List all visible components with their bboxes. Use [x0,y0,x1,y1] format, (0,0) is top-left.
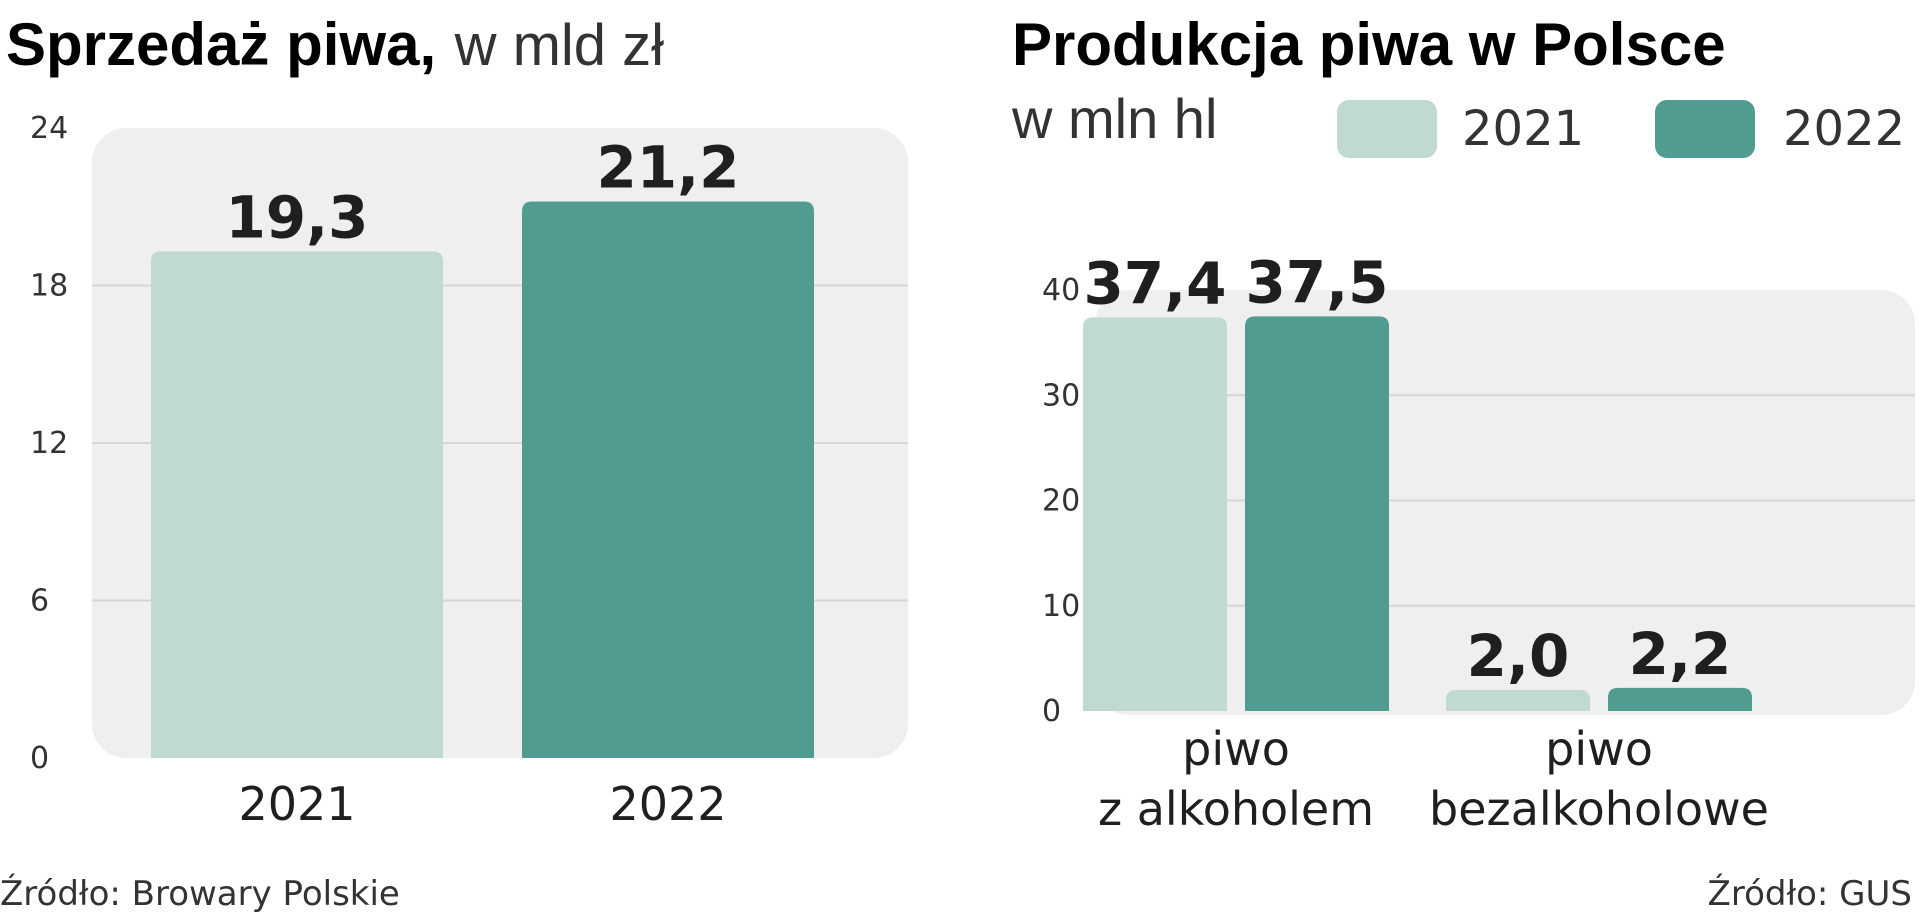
sales-chart-title: Sprzedaż piwa, [6,11,436,78]
sales-y-tick: 0 [30,741,49,776]
production-chart: Produkcja piwa w Polsce w mln hl 2021 20… [1011,11,1915,914]
production-y-axis: 0 10 20 30 40 [1042,273,1080,729]
sales-bar-2022 [522,201,814,758]
legend-swatch-2021 [1337,100,1437,158]
production-x-label: piwo [1182,722,1290,776]
sales-x-label: 2022 [609,777,726,831]
sales-y-tick: 6 [30,584,49,619]
production-y-tick: 30 [1042,378,1080,413]
production-x-label: z alkoholem [1098,782,1374,836]
legend-label-2022: 2022 [1783,101,1905,157]
production-bar-2022 [1608,687,1752,711]
production-data-label: 2,0 [1467,622,1570,690]
sales-chart-subtitle: w mld zł [454,13,665,78]
sales-bars [151,201,814,758]
production-x-axis: piwo z alkoholem piwo bezalkoholowe [1098,722,1769,836]
production-legend: 2021 2022 [1337,100,1905,158]
production-chart-title: Produkcja piwa w Polsce [1012,11,1726,78]
production-x-label: piwo [1545,722,1653,776]
sales-data-labels: 19,3 21,2 [225,134,739,252]
sales-bar-2021 [151,251,443,758]
svg-text:Sprzedaż piwa, w mld zł: Sprzedaż piwa, w mld zł [6,11,664,78]
sales-data-label: 19,3 [225,183,368,251]
sales-x-label: 2021 [238,777,355,831]
production-data-labels: 37,4 2,0 37,5 2,2 [1083,248,1731,690]
production-bar-2022 [1245,316,1389,711]
production-data-label: 37,4 [1083,249,1226,317]
sales-y-tick: 18 [30,269,68,304]
sales-y-axis: 0 6 12 18 24 [30,111,68,776]
production-y-tick: 20 [1042,484,1080,519]
production-data-label: 37,5 [1245,248,1388,316]
production-bars [1083,316,1752,711]
production-y-tick: 40 [1042,273,1080,308]
sales-x-axis: 2021 2022 [238,777,726,831]
sales-y-tick: 24 [30,111,68,146]
sales-source: Źródło: Browary Polskie [0,873,400,914]
legend-label-2021: 2021 [1462,101,1584,157]
production-grid [1095,394,1915,607]
production-bar-2021 [1083,317,1227,711]
production-y-tick: 10 [1042,589,1080,624]
sales-y-tick: 12 [30,426,68,461]
sales-chart: Sprzedaż piwa, w mld zł 0 6 12 18 24 19,3 21,… [0,11,908,914]
legend-swatch-2022 [1655,100,1755,158]
production-source: Źródło: GUS [1708,873,1912,914]
production-y-tick: 0 [1042,694,1061,729]
production-bar-2021 [1446,689,1590,711]
production-chart-subtitle: w mln hl [1011,87,1217,150]
production-x-label: bezalkoholowe [1429,782,1769,836]
production-data-label: 2,2 [1629,620,1732,688]
sales-data-label: 21,2 [596,134,739,202]
